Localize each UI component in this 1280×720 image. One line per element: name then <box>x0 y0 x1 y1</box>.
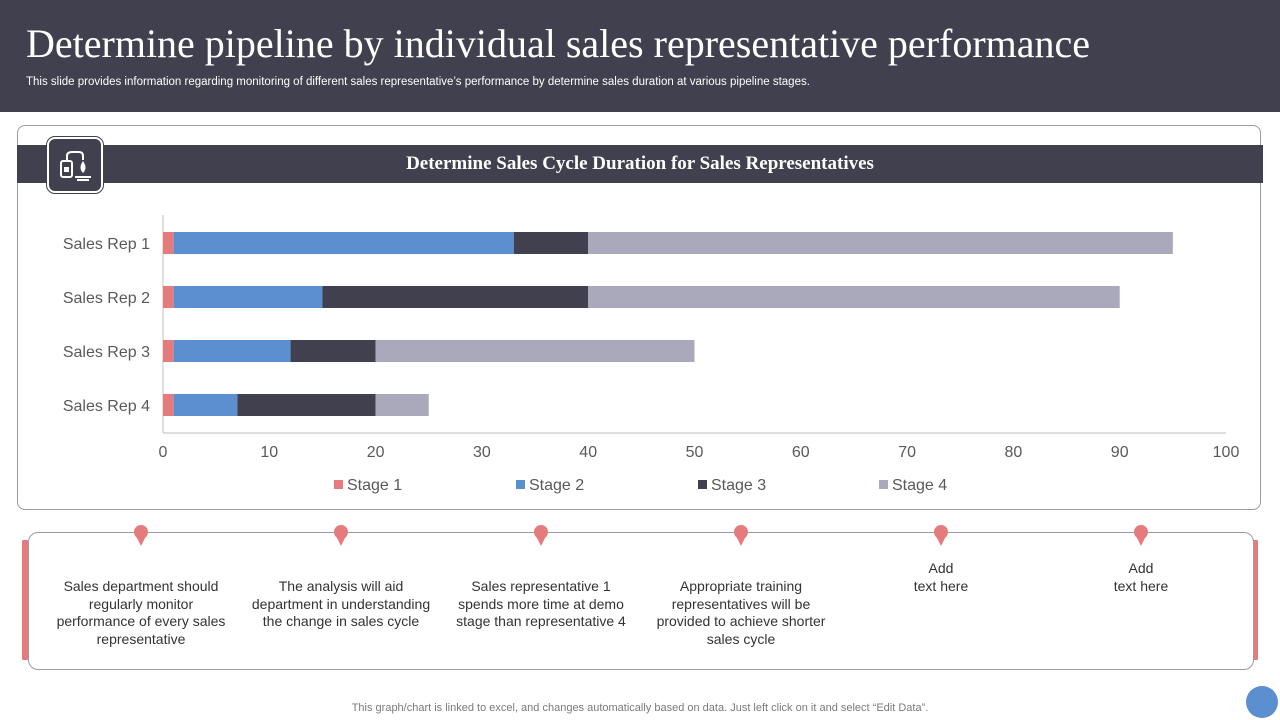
legend-swatch <box>879 480 888 489</box>
legend-swatch <box>334 480 343 489</box>
bar-stage-4 <box>375 340 695 362</box>
note-text: Add text here <box>913 560 969 594</box>
legend-label: Stage 2 <box>529 477 584 494</box>
note-text: Sales department should regularly monito… <box>56 578 226 647</box>
note-text: Add text here <box>1113 560 1169 594</box>
bar-stage-2 <box>173 286 323 308</box>
note-text: Appropriate training representatives wil… <box>656 578 826 647</box>
legend-label: Stage 1 <box>347 477 402 494</box>
bar-stage-3 <box>322 286 589 308</box>
x-tick-label: 60 <box>792 444 810 461</box>
y-category-label: Sales Rep 1 <box>63 236 150 253</box>
page-title: Determine pipeline by individual sales r… <box>26 21 1091 66</box>
x-tick-label: 50 <box>686 444 704 461</box>
location-pin-icon <box>333 524 349 548</box>
bar-stage-1 <box>163 340 174 362</box>
legend-swatch <box>698 480 707 489</box>
bar-stage-2 <box>173 394 238 416</box>
bar-stage-4 <box>375 394 429 416</box>
sales-pipeline-icon <box>46 136 104 194</box>
x-tick-label: 40 <box>579 444 597 461</box>
y-category-label: Sales Rep 2 <box>63 290 150 307</box>
right-accent-bar <box>1252 540 1258 660</box>
note-text: The analysis will aid department in unde… <box>251 578 431 630</box>
y-category-label: Sales Rep 3 <box>63 344 150 361</box>
bar-stage-3 <box>237 394 376 416</box>
location-pin-icon <box>933 524 949 548</box>
left-accent-bar <box>22 540 28 660</box>
chart-card <box>17 125 1261 510</box>
x-tick-label: 10 <box>260 444 278 461</box>
x-tick-label: 0 <box>159 444 168 461</box>
notes-card <box>28 532 1254 670</box>
bar-stage-1 <box>163 286 174 308</box>
page-subtitle: This slide provides information regardin… <box>26 76 810 88</box>
x-tick-label: 70 <box>898 444 916 461</box>
bar-stage-3 <box>290 340 376 362</box>
location-pin-icon <box>133 524 149 548</box>
bar-stage-4 <box>588 232 1173 254</box>
y-category-label: Sales Rep 4 <box>63 398 150 415</box>
legend-swatch <box>516 480 525 489</box>
header-band: Determine pipeline by individual sales r… <box>0 0 1280 112</box>
bar-stage-2 <box>173 232 514 254</box>
x-tick-label: 30 <box>473 444 491 461</box>
x-tick-label: 20 <box>367 444 385 461</box>
chart-title: Determine Sales Cycle Duration for Sales… <box>406 153 874 174</box>
legend-label: Stage 3 <box>711 477 766 494</box>
x-tick-label: 90 <box>1111 444 1129 461</box>
x-tick-label: 80 <box>1005 444 1023 461</box>
bar-stage-3 <box>513 232 589 254</box>
chart-title-band: Determine Sales Cycle Duration for Sales… <box>17 145 1263 183</box>
location-pin-icon <box>733 524 749 548</box>
note-text: Sales representative 1 spends more time … <box>456 578 626 630</box>
location-pin-icon <box>533 524 549 548</box>
x-tick-label: 100 <box>1213 444 1240 461</box>
legend-label: Stage 4 <box>892 477 947 494</box>
footer-note: This graph/chart is linked to excel, and… <box>351 702 929 714</box>
corner-dot <box>1246 686 1278 718</box>
bar-stage-2 <box>173 340 291 362</box>
bar-stage-1 <box>163 394 174 416</box>
location-pin-icon <box>1133 524 1149 548</box>
bar-stage-1 <box>163 232 174 254</box>
bar-stage-4 <box>588 286 1120 308</box>
